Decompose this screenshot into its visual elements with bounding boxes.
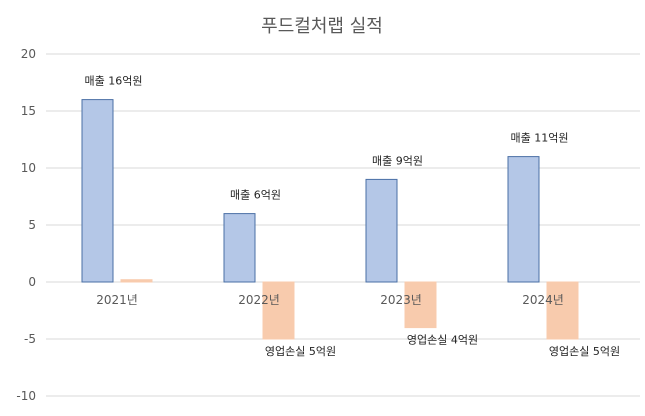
x-tick-label: 2021년 xyxy=(96,293,138,307)
revenue-data-label: 매출 9억원 xyxy=(372,154,423,167)
y-tick-label: 10 xyxy=(21,161,36,175)
loss-data-label: 영업손실 5억원 xyxy=(549,345,620,358)
y-tick-label: 0 xyxy=(28,275,36,289)
y-tick-label: 20 xyxy=(21,47,36,61)
revenue-bar xyxy=(81,99,114,283)
loss-data-label: 영업손실 5억원 xyxy=(265,345,336,358)
operating-income-bar xyxy=(546,281,579,340)
y-tick-label: -5 xyxy=(24,332,36,346)
operating-income-bar xyxy=(404,281,437,329)
x-tick-label: 2022년 xyxy=(238,293,280,307)
revenue-data-label: 매출 16억원 xyxy=(85,75,143,88)
x-tick-label: 2024년 xyxy=(522,293,564,307)
revenue-bar xyxy=(365,178,398,283)
y-tick-label: 5 xyxy=(28,218,36,232)
loss-data-label: 영업손실 4억원 xyxy=(407,334,478,347)
revenue-bar xyxy=(223,213,256,283)
revenue-data-label: 매출 6억원 xyxy=(230,189,281,202)
x-tick-label: 2023년 xyxy=(380,293,422,307)
operating-income-bar xyxy=(120,279,153,283)
chart-title: 푸드컬처랩 실적 xyxy=(261,16,383,37)
y-tick-label: 15 xyxy=(21,104,36,118)
revenue-bar xyxy=(507,156,540,283)
y-tick-label: -10 xyxy=(16,389,36,403)
operating-income-bar xyxy=(262,281,295,340)
revenue-data-label: 매출 11억원 xyxy=(511,132,569,145)
